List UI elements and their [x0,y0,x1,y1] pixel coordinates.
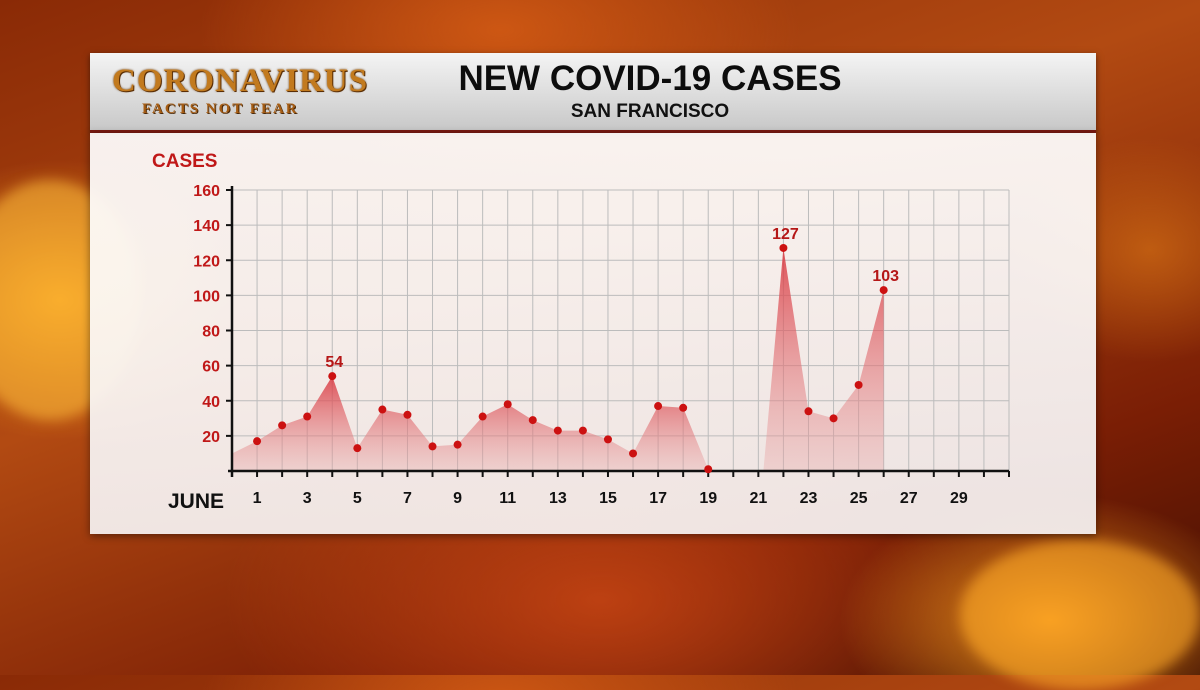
area-segment [232,376,709,471]
data-point [804,407,813,416]
y-tick-label: 160 [193,183,220,200]
x-tick-label: 25 [850,490,868,507]
data-point [704,465,713,474]
y-axis-label: CASES [152,151,217,172]
data-point [353,444,362,453]
data-label: 103 [872,268,899,285]
label-layer: 54 127 103 [325,226,899,371]
data-point [879,286,888,295]
data-point [478,412,487,421]
area-layer [232,247,884,471]
x-tick-label: 29 [950,490,968,507]
data-point [854,380,863,389]
chart-panel: 20 40 60 80 100 120 140 160 1 3 5 7 9 11 13 15 17 19 21 23 2… [90,133,1096,534]
x-tick-label: 5 [353,490,362,507]
marker-layer [253,243,888,474]
logo-tagline: FACTS NOT FEAR [142,101,299,117]
data-point [654,402,663,411]
x-tick-label: 19 [699,490,717,507]
y-tick-label: 60 [202,359,220,376]
data-point [453,440,462,449]
x-tick-label: 9 [453,490,462,507]
data-point [578,426,587,435]
x-tick-label: 3 [303,490,312,507]
data-point [378,405,387,414]
data-point [303,412,312,421]
data-point [428,442,437,451]
x-tick-label: 27 [900,490,918,507]
x-tick-label: 11 [499,490,516,507]
y-tick-label: 100 [193,288,220,305]
logo-title: CORONAVIRUS [112,63,369,99]
data-point [779,243,788,252]
data-label: 127 [772,226,799,243]
data-point [528,416,537,425]
background-virus-glow-right [960,540,1200,690]
y-tick-label: 120 [193,253,220,270]
data-point [278,421,287,430]
x-axis-label: JUNE [168,490,224,513]
x-tick-label: 7 [403,490,412,507]
chart-subtitle: SAN FRANCISCO [570,101,730,122]
data-point [503,400,512,409]
data-point [829,414,838,423]
x-tick-label: 1 [253,490,262,507]
data-point [328,372,337,381]
y-tick-label: 40 [202,394,220,411]
data-point [679,403,688,412]
data-point [253,437,262,446]
data-point [553,426,562,435]
header-bar: CORONAVIRUS FACTS NOT FEAR NEW COVID-19 … [90,53,1096,133]
data-label: 54 [325,354,343,371]
y-tick-label: 140 [193,218,220,235]
x-tick-label: 15 [599,490,617,507]
chart-title: NEW COVID-19 CASES [458,59,842,98]
x-tick-label: 13 [549,490,567,507]
x-tick-label: 21 [749,490,767,507]
x-tick-label: 17 [649,490,667,507]
y-tick-label: 20 [202,429,220,446]
data-point [603,435,612,444]
data-point [403,410,412,419]
data-point [629,449,638,458]
area-segment [763,247,884,471]
x-tick-label: 23 [800,490,818,507]
y-tick-label: 80 [202,324,220,341]
